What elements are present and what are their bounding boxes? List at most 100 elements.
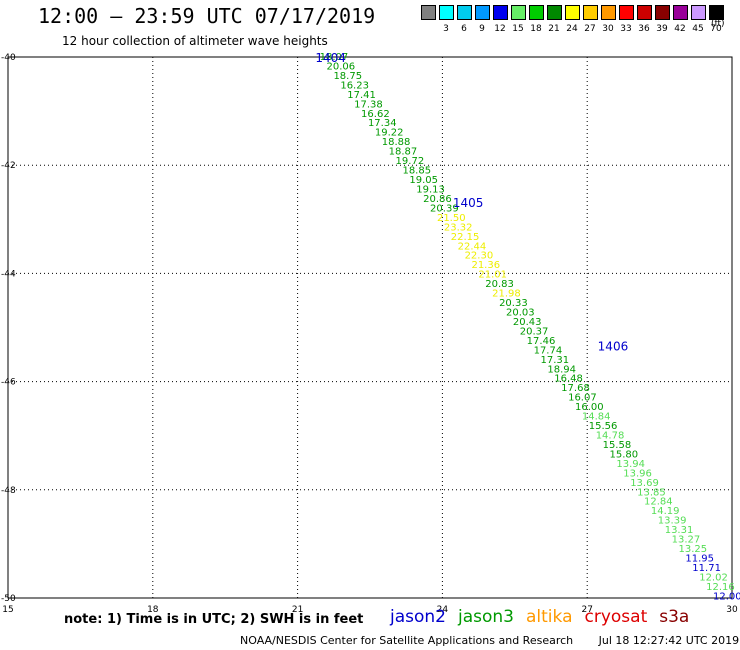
satellite-label-jason3: jason3 bbox=[458, 607, 514, 627]
wave-height-value: 12.00 bbox=[713, 591, 740, 602]
wave-height-value: 14.78 bbox=[596, 431, 625, 442]
wave-height-value: 12.16 bbox=[706, 582, 735, 593]
wave-height-value: 20.33 bbox=[499, 298, 528, 309]
wave-height-value: 20.03 bbox=[506, 307, 535, 318]
credit-line: NOAA/NESDIS Center for Satellite Applica… bbox=[240, 634, 739, 647]
wave-height-value: 13.96 bbox=[623, 468, 652, 479]
legend-swatch-label: 18 bbox=[530, 24, 542, 34]
legend-swatch bbox=[457, 5, 472, 20]
legend-swatch-label: 45 bbox=[692, 24, 704, 34]
wave-height-value: 21.98 bbox=[492, 289, 521, 300]
page-title: 12:00 — 23:59 UTC 07/17/2019 bbox=[38, 4, 376, 28]
wave-height-value: 18.94 bbox=[547, 364, 576, 375]
wave-height-value: 18.07 bbox=[320, 52, 349, 63]
legend-swatch-label: 6 bbox=[461, 24, 467, 34]
lon-tick-label: 30 bbox=[726, 605, 738, 615]
legend-swatch bbox=[691, 5, 706, 20]
lon-tick-label: 15 bbox=[2, 605, 13, 615]
wave-height-value: 22.44 bbox=[458, 241, 487, 252]
wave-height-value: 19.72 bbox=[396, 156, 425, 167]
wave-height-value: 11.71 bbox=[692, 563, 721, 574]
legend-swatch bbox=[601, 5, 616, 20]
wave-height-value: 18.88 bbox=[382, 137, 411, 148]
wave-height-value: 17.68 bbox=[561, 383, 590, 394]
wave-height-value: 14.19 bbox=[651, 506, 680, 517]
wave-height-value: 20.43 bbox=[513, 317, 542, 328]
wave-height-value: 16.62 bbox=[361, 109, 390, 120]
legend-swatch bbox=[475, 5, 490, 20]
legend-swatch bbox=[619, 5, 634, 20]
timestamp: Jul 18 12:27:42 UTC 2019 bbox=[598, 634, 740, 647]
wave-height-value: 15.58 bbox=[603, 440, 632, 451]
wave-height-value: 21.01 bbox=[478, 270, 507, 281]
satellite-label-cryosat: cryosat bbox=[584, 607, 648, 627]
page-subtitle: 12 hour collection of altimeter wave hei… bbox=[62, 34, 328, 48]
lon-tick-label: 18 bbox=[147, 605, 159, 615]
legend-swatch bbox=[637, 5, 652, 20]
credit-text: NOAA/NESDIS Center for Satellite Applica… bbox=[240, 634, 574, 647]
wave-height-value: 16.07 bbox=[568, 393, 597, 404]
wave-height-value: 20.39 bbox=[430, 203, 459, 214]
track-id-label: 1406 bbox=[598, 339, 629, 353]
wave-height-value: 15.56 bbox=[589, 421, 618, 432]
satellite-legend: jason2 jason3 altika cryosat s3a bbox=[390, 607, 701, 627]
satellite-label-s3a: s3a bbox=[659, 607, 690, 627]
lon-tick-label: 24 bbox=[437, 605, 449, 615]
legend-swatch bbox=[673, 5, 688, 20]
map-frame bbox=[7, 56, 733, 599]
track-id-label: 1405 bbox=[453, 196, 484, 210]
wave-height-value: 17.31 bbox=[540, 355, 569, 366]
legend-swatch-label: 3 bbox=[443, 24, 449, 34]
legend-swatch bbox=[583, 5, 598, 20]
lon-tick-label: 21 bbox=[292, 605, 303, 615]
wave-height-value: 17.34 bbox=[368, 118, 397, 129]
lon-tick-label: 27 bbox=[581, 605, 592, 615]
wave-height-value: 15.80 bbox=[609, 449, 638, 460]
lat-tick-label: -44 bbox=[1, 269, 16, 279]
axis-ticks: 15 18 21 24 27 30 -40 -42 -44 -46 -48 -50 bbox=[1, 53, 738, 615]
legend-swatch bbox=[547, 5, 562, 20]
wave-height-value: 13.31 bbox=[665, 525, 694, 536]
legend-swatch-label: 33 bbox=[620, 24, 632, 34]
legend-swatch bbox=[529, 5, 544, 20]
legend-swatch-label: 12 bbox=[494, 24, 506, 34]
wave-height-value: 20.37 bbox=[520, 326, 549, 337]
legend-swatch bbox=[439, 5, 454, 20]
wave-height-value: 18.75 bbox=[333, 71, 362, 82]
wave-height-value: 12.84 bbox=[644, 497, 673, 508]
wave-height-value: 13.27 bbox=[672, 535, 701, 546]
legend-unit: (ft) bbox=[711, 19, 725, 29]
wave-height-value: 23.32 bbox=[444, 222, 473, 233]
wave-height-value: 22.15 bbox=[451, 232, 480, 243]
legend-swatch bbox=[511, 5, 526, 20]
satellite-label-jason2: jason2 bbox=[390, 607, 446, 627]
map-grid bbox=[7, 56, 733, 599]
lat-tick-label: -40 bbox=[1, 53, 16, 63]
wave-height-value: 13.39 bbox=[658, 516, 687, 527]
wave-height-value: 16.00 bbox=[575, 402, 604, 413]
legend-swatch-label: 24 bbox=[566, 24, 578, 34]
wave-height-value: 13.94 bbox=[616, 459, 645, 470]
wave-height-value: 13.25 bbox=[679, 544, 708, 555]
lat-tick-label: -42 bbox=[1, 161, 16, 171]
wave-height-value: 17.41 bbox=[347, 90, 376, 101]
legend-swatch-label: 36 bbox=[638, 24, 650, 34]
wave-height-value: 17.74 bbox=[534, 345, 563, 356]
lat-tick-label: -48 bbox=[1, 486, 16, 496]
wave-height-value: 19.13 bbox=[416, 184, 445, 195]
wave-height-value: 18.87 bbox=[389, 147, 418, 158]
wave-height-value: 20.83 bbox=[485, 279, 514, 290]
wave-height-value: 12.02 bbox=[699, 572, 728, 583]
footnote: note: 1) Time is in UTC; 2) SWH is in fe… bbox=[64, 612, 364, 627]
legend-swatch-label: 21 bbox=[548, 24, 560, 34]
wave-height-value: 20.06 bbox=[327, 61, 356, 72]
legend-swatch bbox=[565, 5, 580, 20]
wave-height-value: 21.36 bbox=[471, 260, 500, 271]
legend-swatch bbox=[493, 5, 508, 20]
wave-height-value: 19.22 bbox=[375, 128, 404, 139]
wave-height-value: 13.69 bbox=[630, 478, 659, 489]
wave-height-value: 17.46 bbox=[527, 336, 556, 347]
wave-height-value: 16.23 bbox=[340, 80, 369, 91]
wave-height-value: 17.38 bbox=[354, 99, 383, 110]
legend-swatch bbox=[421, 5, 436, 20]
